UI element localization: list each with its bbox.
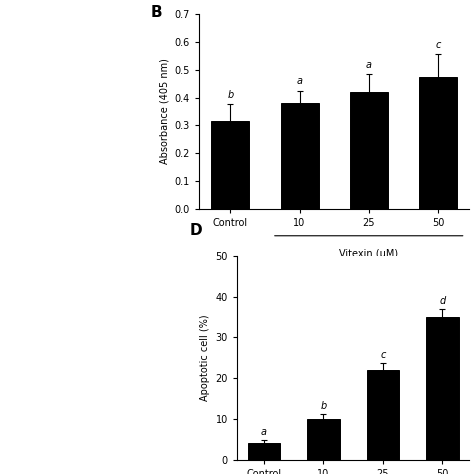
Text: a: a <box>297 76 302 86</box>
Bar <box>247 444 280 460</box>
Text: Vitexin (μM): Vitexin (μM) <box>339 249 398 259</box>
Bar <box>211 121 249 209</box>
Bar <box>426 317 459 460</box>
Text: b: b <box>227 90 234 100</box>
Bar <box>419 77 457 209</box>
Text: D: D <box>190 223 202 238</box>
Text: B: B <box>150 5 162 19</box>
Bar <box>350 92 388 209</box>
Text: d: d <box>439 296 446 306</box>
Y-axis label: Apoptotic cell (%): Apoptotic cell (%) <box>200 315 210 401</box>
Text: c: c <box>435 40 441 50</box>
Text: a: a <box>366 60 372 70</box>
Text: a: a <box>261 428 267 438</box>
Bar <box>366 370 399 460</box>
Bar <box>281 103 319 209</box>
Y-axis label: Absorbance (405 nm): Absorbance (405 nm) <box>159 58 169 164</box>
Text: c: c <box>380 350 385 360</box>
Bar <box>307 419 340 460</box>
Text: b: b <box>320 401 327 411</box>
